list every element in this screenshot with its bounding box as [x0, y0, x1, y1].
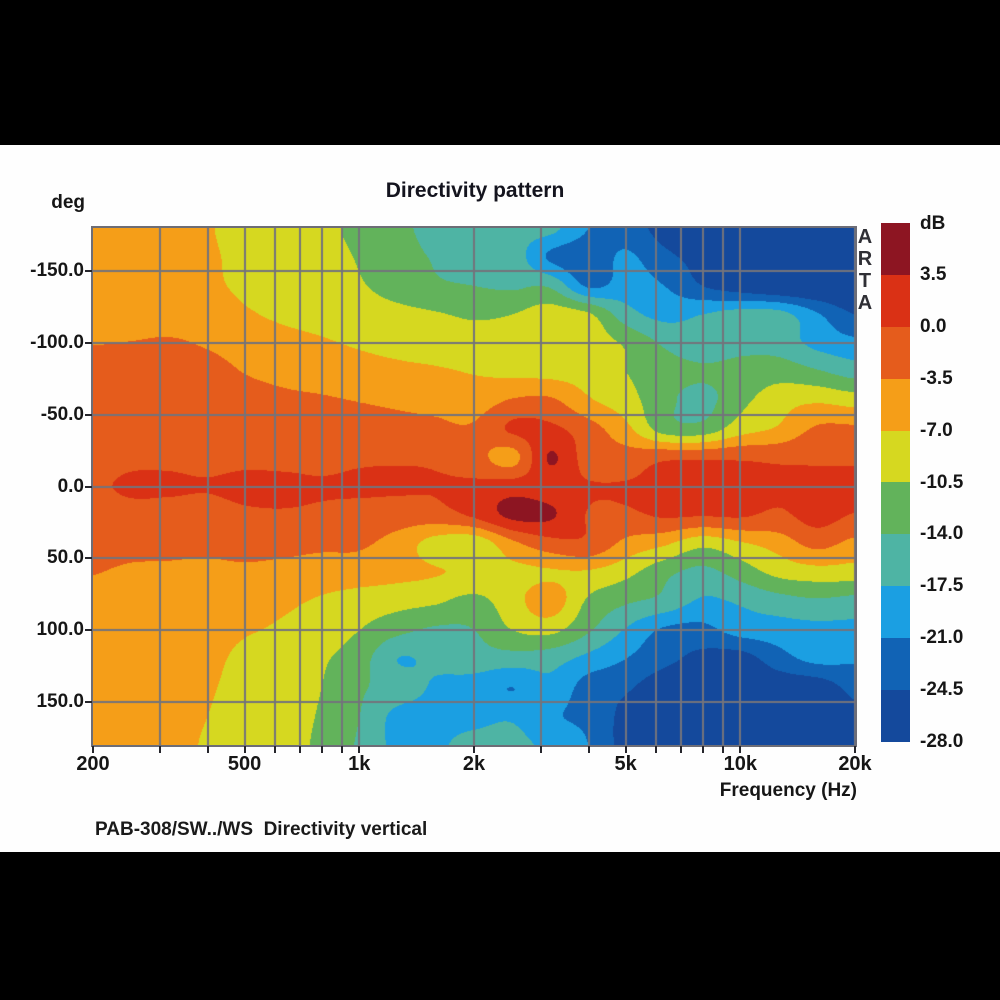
x-tick-mark: [299, 746, 302, 753]
x-tick-label: 500: [227, 753, 262, 775]
x-tick-mark: [721, 746, 724, 753]
x-tick-mark: [206, 746, 209, 753]
colorbar-scale-label: -17.5: [920, 575, 964, 597]
x-tick-mark: [159, 746, 162, 753]
colorbar-scale-label: -3.5: [920, 367, 953, 389]
y-tick-mark: [85, 629, 92, 632]
x-tick-mark: [321, 746, 324, 753]
x-tick-mark: [340, 746, 343, 753]
x-tick-mark: [243, 746, 246, 753]
y-tick-mark: [85, 341, 92, 344]
y-axis-unit-label: deg: [51, 192, 85, 213]
colorbar-segment: [881, 378, 910, 431]
x-tick-mark: [587, 746, 590, 753]
chart-title: Directivity pattern: [385, 179, 565, 202]
colorbar-scale-label: -28.0: [920, 731, 964, 752]
x-tick-mark: [854, 746, 856, 753]
colorbar-scale-label: -7.0: [920, 419, 953, 441]
colorbar-segment: [881, 690, 910, 742]
y-tick-mark: [85, 270, 92, 273]
db-colorbar: [881, 223, 910, 742]
x-axis-title: Frequency (Hz): [719, 780, 857, 801]
x-tick-label: 1k: [348, 753, 371, 775]
colorbar-segment: [881, 534, 910, 587]
measurement-caption: PAB-308/SW../WS Directivity vertical: [95, 819, 428, 840]
x-tick-mark: [92, 746, 94, 753]
colorbar-scale-label: -14.0: [920, 523, 964, 545]
x-tick-label: 10k: [723, 753, 757, 775]
colorbar-scale-label: 0.0: [920, 315, 947, 337]
x-tick-mark: [654, 746, 657, 753]
x-tick-mark: [624, 746, 627, 753]
y-tick-label: 0.0: [57, 475, 84, 497]
x-tick-mark: [739, 746, 742, 753]
directivity-heatmap: [91, 226, 857, 747]
x-tick-label: 5k: [614, 753, 637, 775]
x-tick-mark: [473, 746, 475, 753]
y-tick-mark: [85, 413, 92, 416]
colorbar-segment: [881, 326, 910, 379]
x-tick-label: 200: [76, 753, 110, 775]
y-tick-label: -100.0: [30, 331, 84, 353]
y-tick-mark: [85, 700, 92, 703]
colorbar-segment: [881, 430, 910, 483]
y-tick-label: -150.0: [30, 260, 84, 282]
x-tick-mark: [702, 746, 705, 753]
colorbar-segment: [881, 274, 910, 327]
y-tick-mark: [85, 485, 92, 488]
x-tick-mark: [680, 746, 683, 753]
y-tick-label: 100.0: [36, 619, 84, 641]
watermark-letter: A: [857, 292, 873, 314]
x-tick-mark: [358, 746, 361, 753]
colorbar-scale-label: -21.0: [920, 627, 964, 649]
y-tick-mark: [85, 557, 92, 560]
colorbar-segment: [881, 482, 910, 535]
watermark-letter: T: [858, 270, 872, 292]
colorbar-scale-label: -10.5: [920, 471, 964, 493]
y-tick-label: 150.0: [36, 690, 84, 712]
colorbar-unit-label: dB: [920, 213, 946, 234]
colorbar-scale-label: -24.5: [920, 679, 964, 701]
x-tick-mark: [273, 746, 276, 753]
y-tick-label: -50.0: [40, 403, 84, 425]
x-tick-label: 20k: [838, 753, 872, 775]
watermark-letter: R: [857, 248, 873, 270]
colorbar-scale-label: 3.5: [920, 263, 947, 285]
colorbar-segment: [881, 586, 910, 639]
x-tick-mark: [540, 746, 543, 753]
y-tick-label: 50.0: [47, 547, 84, 569]
x-tick-label: 2k: [462, 753, 486, 775]
colorbar-segment: [881, 638, 910, 691]
colorbar-segment: [881, 223, 910, 275]
watermark-letter: A: [857, 226, 873, 248]
